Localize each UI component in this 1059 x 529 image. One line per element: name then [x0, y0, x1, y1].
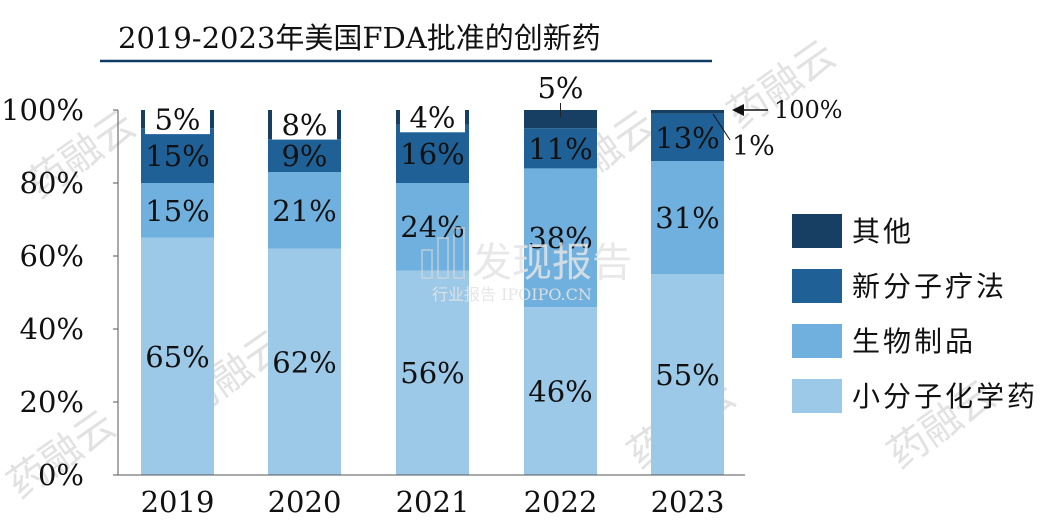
- y-tick-label: 80%: [20, 166, 84, 200]
- x-tick-label: 2022: [524, 485, 598, 519]
- x-tick-label: 2023: [651, 485, 725, 519]
- data-label: 8%: [281, 108, 327, 142]
- y-tick-label: 40%: [20, 312, 84, 346]
- brand-logo-part: [453, 227, 465, 279]
- annotation-label: 100%: [774, 96, 843, 124]
- brand-watermark-text: 发现报告: [472, 240, 632, 286]
- y-axis: 0% 20% 40% 60% 80% 100%: [1, 93, 119, 492]
- brand-watermark-subtext: 行业报告 IPOIPO.CN: [432, 285, 592, 304]
- brand-logo-part: [437, 237, 449, 279]
- legend-label: 其他: [852, 215, 914, 248]
- data-label: 5%: [154, 103, 200, 137]
- data-label: 9%: [281, 139, 327, 173]
- legend-label: 新分子疗法: [852, 270, 1007, 303]
- x-tick-label: 2019: [141, 485, 215, 519]
- bar-segment: [268, 139, 341, 173]
- data-label: 15%: [145, 139, 209, 173]
- legend-label: 生物制品: [852, 325, 976, 358]
- data-label: 5%: [537, 71, 583, 105]
- data-label: 62%: [272, 345, 336, 379]
- label-box: [145, 102, 210, 135]
- bar-segment: [524, 168, 597, 308]
- y-tick-label: 0%: [38, 458, 84, 492]
- data-label: 31%: [655, 201, 719, 235]
- callout-arrowhead: [732, 104, 744, 116]
- bar-segment: [141, 128, 214, 183]
- x-axis: 2019 2020 2021 2022 2023: [118, 474, 745, 519]
- chart-title-group: 2019-2023年美国FDA批准的创新药: [100, 21, 712, 63]
- bars: 65%15%15%5%62%21%9%8%56%24%16%4%46%38%11…: [141, 100, 724, 475]
- x-tick-label: 2021: [396, 485, 470, 519]
- data-label: 13%: [655, 121, 719, 155]
- data-label: 4%: [409, 101, 455, 135]
- bar-segment: [651, 161, 724, 275]
- legend-label: 小分子化学药: [852, 380, 1038, 413]
- data-label: 15%: [145, 194, 209, 228]
- bar-segment: [396, 124, 469, 183]
- x-tick-label: 2020: [268, 485, 342, 519]
- y-tick-label: 100%: [1, 93, 84, 127]
- data-label: 16%: [400, 137, 464, 171]
- legend-swatch: [792, 379, 842, 413]
- bar-segment: [268, 172, 341, 249]
- data-label: 46%: [528, 374, 592, 408]
- bar-segment: [651, 113, 724, 162]
- data-label: 55%: [655, 358, 719, 392]
- chart-title: 2019-2023年美国FDA批准的创新药: [118, 21, 601, 55]
- data-label: 11%: [528, 132, 592, 166]
- bar-segment: [524, 128, 597, 169]
- annotations: 5% 100% 1%: [537, 71, 842, 162]
- label-box: [272, 107, 337, 140]
- bar-segment: [268, 248, 341, 475]
- data-label: 38%: [528, 221, 592, 255]
- bar-segment: [141, 237, 214, 475]
- data-label: 56%: [400, 356, 464, 390]
- y-tick-label: 60%: [20, 239, 84, 273]
- bar-segment: [651, 110, 724, 114]
- bar-segment: [651, 274, 724, 475]
- label-box: [400, 100, 465, 133]
- data-label: 65%: [145, 340, 209, 374]
- bar-segment: [524, 307, 597, 475]
- legend-swatch: [792, 214, 842, 248]
- bar-segment: [396, 270, 469, 475]
- brand-logo-part: [421, 249, 433, 279]
- legend-swatch: [792, 269, 842, 303]
- callout-line: [712, 113, 731, 141]
- y-tick-label: 20%: [20, 385, 84, 419]
- bar-segment: [524, 110, 597, 129]
- data-label: 21%: [272, 194, 336, 228]
- annotation-label: 1%: [732, 131, 775, 162]
- brand-logo-icon: [421, 227, 465, 279]
- legend-swatch: [792, 324, 842, 358]
- bar-segment: [141, 183, 214, 238]
